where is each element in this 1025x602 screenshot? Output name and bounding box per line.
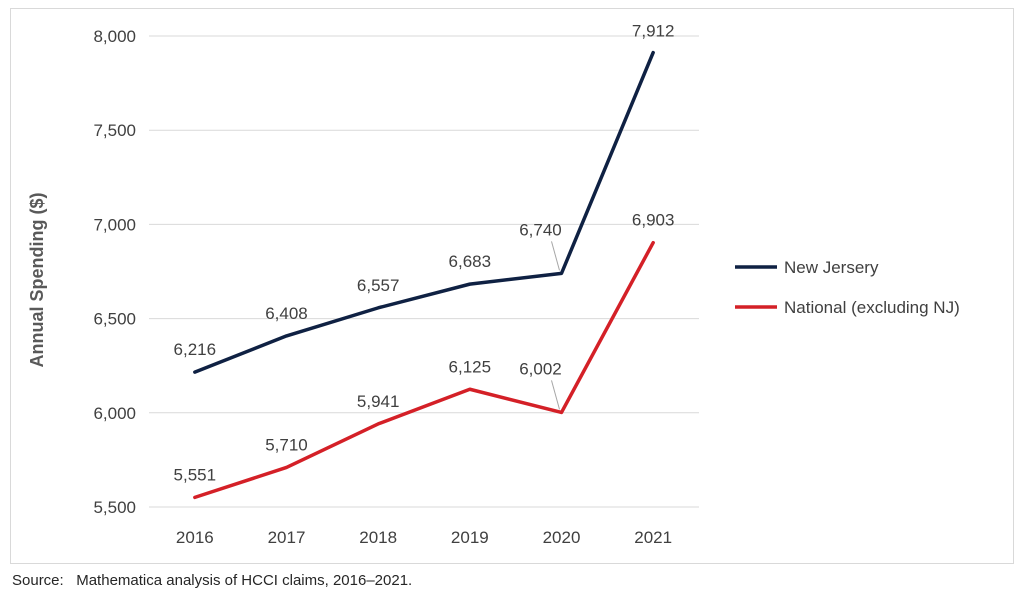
x-tick-label: 2021 [634, 528, 672, 547]
y-axis-label: Annual Spending ($) [27, 193, 47, 368]
source-prefix: Source: [12, 572, 64, 589]
y-tick-label: 5,500 [93, 498, 136, 517]
data-label: 6,125 [449, 357, 492, 376]
series-lines [193, 50, 655, 500]
data-label: 5,710 [265, 435, 308, 454]
data-label: 6,903 [632, 211, 675, 230]
y-tick-label: 6,500 [93, 310, 136, 329]
data-label: 5,941 [357, 392, 400, 411]
data-label: 5,551 [174, 465, 217, 484]
legend-label: National (excluding NJ) [784, 298, 960, 317]
x-tick-label: 2020 [543, 528, 581, 547]
y-tick-label: 8,000 [93, 27, 136, 46]
chart-frame: 5,500 6,000 6,500 7,000 7,500 8,000 2016 2017 2… [10, 8, 1014, 564]
grid-lines [149, 35, 699, 508]
series-line-1 [193, 50, 655, 374]
legend: New Jersery National (excluding NJ) [735, 258, 960, 317]
data-label: 6,216 [174, 340, 217, 359]
data-label: 6,557 [357, 276, 400, 295]
source-note: Source: Mathematica analysis of HCCI cla… [12, 572, 412, 589]
x-axis-ticks: 2016 2017 2018 2019 2020 2021 [176, 528, 672, 547]
data-label: 6,740 [519, 220, 562, 239]
data-labels: 6,216 6,408 6,557 6,683 6,740 7,912 5,551 5,710… [174, 22, 675, 485]
data-label: 7,912 [632, 22, 675, 41]
source-text: Mathematica analysis of HCCI claims, 201… [76, 572, 413, 589]
data-label: 6,683 [449, 252, 492, 271]
x-tick-label: 2017 [268, 528, 306, 547]
leader-line [551, 241, 560, 271]
series-line-2 [193, 240, 655, 500]
data-label: 6,002 [519, 359, 562, 378]
y-tick-label: 7,000 [93, 215, 136, 234]
leader-line [551, 380, 560, 410]
x-tick-label: 2018 [359, 528, 397, 547]
legend-label: New Jersery [784, 258, 879, 277]
x-tick-label: 2019 [451, 528, 489, 547]
x-tick-label: 2016 [176, 528, 214, 547]
y-axis-ticks: 5,500 6,000 6,500 7,000 7,500 8,000 [93, 27, 136, 517]
y-tick-label: 7,500 [93, 121, 136, 140]
data-label: 6,408 [265, 304, 308, 323]
y-tick-label: 6,000 [93, 404, 136, 423]
